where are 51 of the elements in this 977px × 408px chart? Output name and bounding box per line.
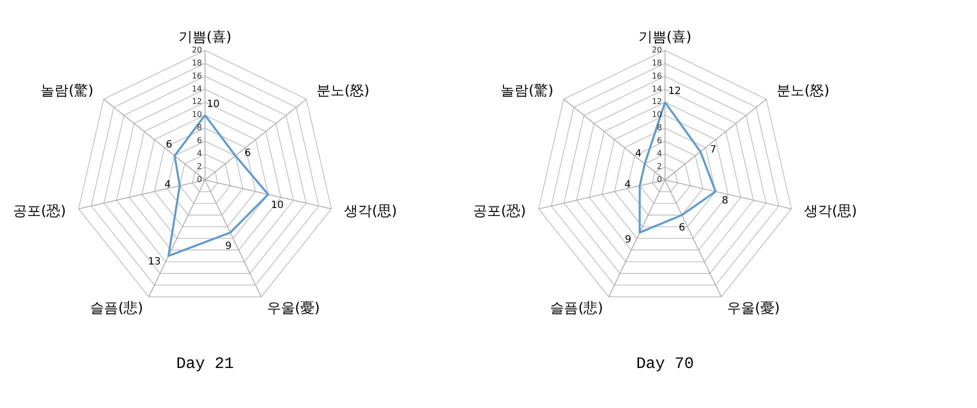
- spoke-label: 슬픔(悲): [550, 300, 604, 316]
- data-label: 6: [678, 222, 686, 234]
- y-tick-label: 10: [192, 110, 202, 120]
- data-label: 4: [624, 179, 631, 190]
- y-tick-label: 6: [656, 136, 662, 146]
- data-label: 9: [624, 234, 632, 246]
- text: Day 21: [176, 355, 234, 373]
- spoke-label: 공포(恐): [13, 204, 66, 220]
- y-tick-label: 12: [652, 97, 662, 106]
- spoke-label: 생각(思): [804, 204, 857, 220]
- y-tick-label: 6: [196, 136, 202, 146]
- y-tick-label: 4: [196, 149, 202, 158]
- data-label: 8: [722, 196, 728, 207]
- y-tick-label: 18: [652, 58, 662, 68]
- y-tick-label: 4: [656, 149, 662, 158]
- data-label: 7: [710, 144, 716, 156]
- data-label: 9: [225, 240, 232, 252]
- y-tick-label: 18: [192, 58, 202, 68]
- data-label: 12: [668, 86, 681, 98]
- y-tick-label: 16: [652, 71, 662, 80]
- data-label: 10: [270, 200, 284, 211]
- y-tick-label: 16: [192, 71, 202, 80]
- y-tick-label: 14: [192, 84, 202, 94]
- spoke-label: 생각(思): [344, 204, 397, 220]
- data-label: 4: [164, 179, 171, 190]
- spoke-label: 공포(恐): [473, 204, 526, 220]
- y-tick-label: 0: [196, 175, 202, 184]
- y-tick-label: 2: [656, 162, 662, 172]
- spoke-label: 기쁨(喜): [638, 29, 692, 46]
- data-label: 10: [206, 98, 220, 110]
- spoke-label: 분노(怒): [776, 83, 830, 100]
- spoke-label: 놀람(驚): [500, 83, 554, 100]
- spoke-label: 우울(憂): [726, 300, 780, 316]
- y-tick-label: 0: [656, 175, 662, 184]
- y-tick-label: 8: [196, 123, 202, 132]
- data-label: 6: [244, 148, 251, 159]
- y-tick-label: 12: [192, 97, 202, 106]
- data-label: 6: [166, 139, 172, 150]
- spoke-label: 분노(怒): [316, 83, 370, 100]
- spoke-label: 슬픔(悲): [90, 300, 144, 316]
- spoke-label: 우울(憂): [266, 300, 320, 316]
- data-label: 4: [635, 148, 642, 160]
- y-tick-label: 2: [196, 162, 202, 172]
- y-tick-label: 14: [652, 84, 662, 94]
- data-label: 13: [148, 256, 161, 268]
- text: Day 70: [636, 355, 694, 373]
- spoke-label: 놀람(驚): [40, 83, 94, 100]
- y-tick-label: 20: [652, 45, 662, 54]
- y-tick-label: 20: [192, 45, 202, 54]
- spoke-label: 기쁨(喜): [178, 29, 232, 46]
- y-tick-label: 8: [656, 123, 662, 132]
